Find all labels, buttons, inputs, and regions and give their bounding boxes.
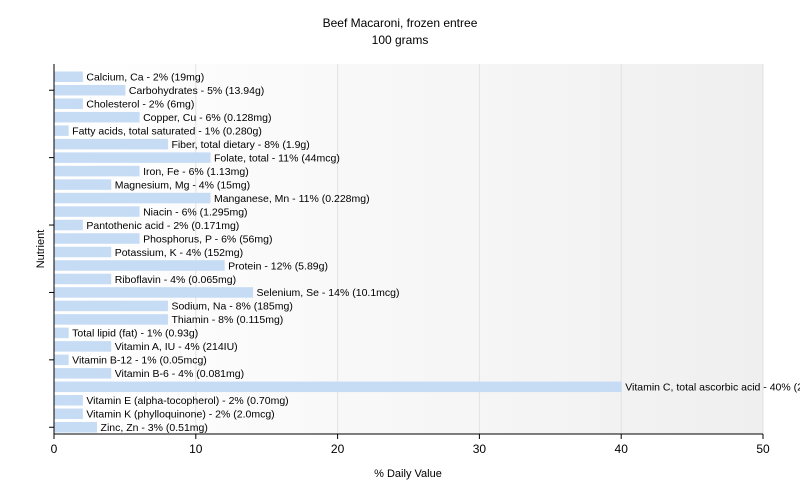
y-ticks-group <box>49 89 54 428</box>
x-ticks-group: 0 10 20 30 40 50 <box>51 434 770 456</box>
bar <box>54 179 112 190</box>
bar-label: Phosphorus, P - 6% (56mg) <box>143 233 272 245</box>
bar <box>54 287 254 298</box>
bar <box>54 165 140 177</box>
bar <box>54 138 168 150</box>
bar-label: Copper, Cu - 6% (0.128mg) <box>143 112 271 124</box>
bar-label: Pantothenic acid - 2% (0.171mg) <box>86 220 239 232</box>
bar-label: Protein - 12% (5.89g) <box>228 260 328 272</box>
x-tick-label: 40 <box>615 442 629 456</box>
bar <box>54 192 211 204</box>
x-axis-label: % Daily Value <box>374 468 442 480</box>
bar <box>54 327 69 339</box>
bar-label: Vitamin A, IU - 4% (214IU) <box>115 341 238 353</box>
bar-label: Fatty acids, total saturated - 1% (0.280… <box>72 125 262 137</box>
bar-label: Iron, Fe - 6% (1.13mg) <box>143 166 249 178</box>
bar <box>54 152 211 163</box>
chart-title: Beef Macaroni, frozen entree <box>323 16 478 30</box>
bar-label: Vitamin E (alpha-tocopherol) - 2% (0.70m… <box>86 395 288 407</box>
bar <box>54 354 69 366</box>
bar-label: Folate, total - 11% (44mcg) <box>214 152 340 164</box>
grid-lines <box>195 64 764 434</box>
bar-label: Cholesterol - 2% (6mg) <box>86 99 194 111</box>
x-tick-label: 10 <box>189 442 203 456</box>
bar <box>54 111 140 123</box>
bar <box>54 395 83 406</box>
bar <box>54 368 112 379</box>
x-tick-label: 20 <box>331 442 345 456</box>
plot-background <box>54 64 763 434</box>
bar <box>54 71 83 82</box>
bar-label: Manganese, Mn - 11% (0.228mg) <box>214 193 370 205</box>
bar <box>54 381 622 393</box>
bar <box>54 300 168 312</box>
bar <box>54 219 83 231</box>
bar-label: Vitamin C, total ascorbic acid - 40% (24… <box>625 382 800 394</box>
y-axis-label: Nutrient <box>35 230 47 269</box>
bar-label: Vitamin B-6 - 4% (0.081mg) <box>115 368 244 380</box>
bar <box>54 233 140 244</box>
bar-label: Selenium, Se - 14% (10.1mcg) <box>257 287 400 299</box>
bar-label: Total lipid (fat) - 1% (0.93g) <box>72 328 198 340</box>
x-tick-label: 50 <box>756 442 770 456</box>
bar-label: Riboflavin - 4% (0.065mg) <box>115 274 236 286</box>
bar-label: Sodium, Na - 8% (185mg) <box>171 301 292 313</box>
bar-label: Fiber, total dietary - 8% (1.9g) <box>171 139 309 151</box>
bar <box>54 98 83 109</box>
bar-label: Magnesium, Mg - 4% (15mg) <box>115 179 250 191</box>
bar-label: Vitamin K (phylloquinone) - 2% (2.0mcg) <box>86 409 274 421</box>
bar <box>54 246 112 258</box>
x-tick-label: 0 <box>51 442 58 456</box>
bar-label: Thiamin - 8% (0.115mg) <box>171 314 283 326</box>
bar-label: Zinc, Zn - 3% (0.51mg) <box>101 422 208 434</box>
chart-subtitle: 100 grams <box>372 33 429 47</box>
bar-label: Vitamin B-12 - 1% (0.05mcg) <box>72 355 207 367</box>
bar <box>54 84 126 96</box>
bar <box>54 408 83 420</box>
bar-label: Niacin - 6% (1.295mg) <box>143 206 247 218</box>
bar-label: Potassium, K - 4% (152mg) <box>115 247 243 259</box>
bar <box>54 422 98 433</box>
axes-group <box>53 64 763 435</box>
bar-label: Carbohydrates - 5% (13.94g) <box>129 85 264 97</box>
bar <box>54 260 225 271</box>
bar <box>54 125 69 136</box>
bars-group: Calcium, Ca - 2% (19mg)Carbohydrates - 5… <box>54 71 800 434</box>
bar <box>54 273 112 285</box>
bar <box>54 206 140 217</box>
x-tick-label: 30 <box>473 442 487 456</box>
bar-label: Calcium, Ca - 2% (19mg) <box>86 72 204 84</box>
bar <box>54 314 168 325</box>
bar <box>54 341 112 352</box>
